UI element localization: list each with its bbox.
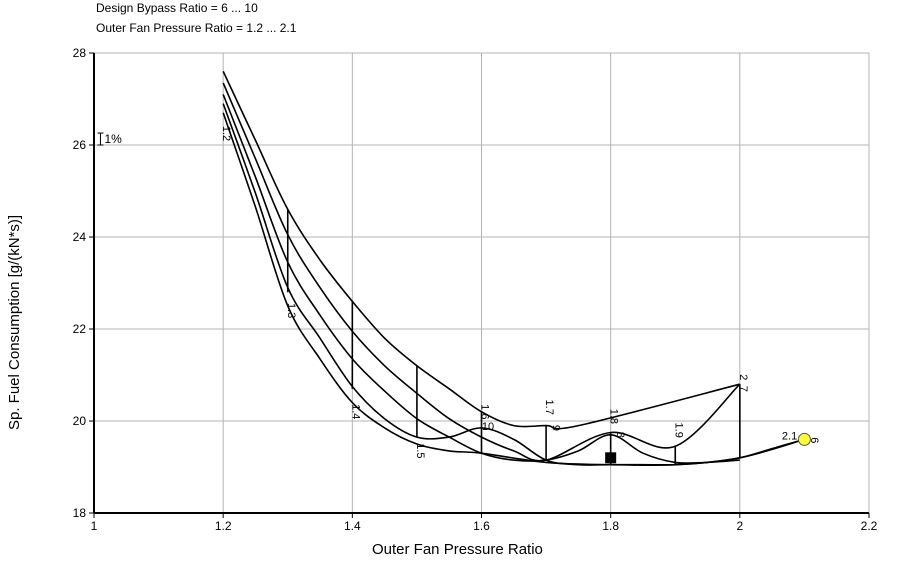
curve-label: 8 — [614, 432, 626, 438]
scale-bar-label: 1% — [104, 132, 122, 146]
curve-label: 2.1 — [782, 430, 797, 442]
y-axis-title: Sp. Fuel Consumption [g/(kN*s)] — [6, 214, 23, 430]
chart-subtitle-line-2: Outer Fan Pressure Ratio = 1.2 ... 2.1 — [96, 21, 297, 35]
x-tick-label: 1.4 — [344, 519, 361, 533]
markers — [605, 432, 811, 464]
axes-frame — [89, 52, 870, 518]
curve-label: 1.6 — [479, 404, 491, 419]
curve-label: 7 — [737, 386, 749, 392]
curve-label: 9 — [550, 425, 562, 431]
x-tick-label: 1 — [91, 519, 98, 533]
design-point-marker — [605, 452, 617, 464]
y-tick-label: 26 — [73, 138, 87, 152]
series-line-1 — [222, 71, 740, 430]
y-tick-label: 22 — [73, 322, 87, 336]
x-axis-title: Outer Fan Pressure Ratio — [372, 541, 543, 558]
curve-label: 1.3 — [285, 303, 297, 318]
curve-label: 1.7 — [543, 400, 555, 415]
x-tick-label: 1.6 — [473, 519, 490, 533]
curve-label: 1.2 — [220, 126, 232, 141]
curve-label: 1.4 — [349, 404, 361, 419]
iso-pressure-lines — [286, 209, 741, 465]
y-tick-label: 28 — [73, 46, 87, 60]
x-tick-label: 2 — [736, 519, 743, 533]
chart-subtitle-line-1: Design Bypass Ratio = 6 ... 10 — [96, 1, 258, 15]
curve-label: 10 — [482, 421, 494, 433]
curve-label: 2 — [737, 374, 749, 380]
x-tick-label: 1.8 — [602, 519, 619, 533]
series-line-3 — [222, 94, 740, 464]
series-lines — [222, 71, 805, 467]
y-tick-label: 18 — [73, 506, 87, 520]
endpoint-marker — [797, 432, 811, 446]
curve-labels: 1.2 1.3 1.4 1.5 1.6 1.7 1.8 1.9 2 2.1 10 9 8 7 6 1% — [97, 126, 820, 459]
curve-label: 1.9 — [672, 423, 684, 438]
x-tick-label: 2.2 — [861, 519, 878, 533]
curve-label: 1.5 — [414, 443, 426, 458]
curve-label: 1.8 — [608, 409, 620, 424]
y-tick-label: 24 — [73, 230, 87, 244]
series-line-5 — [222, 112, 805, 467]
x-tick-label: 1.2 — [215, 519, 232, 533]
curve-label: 6 — [808, 437, 820, 443]
y-tick-label: 20 — [73, 414, 87, 428]
